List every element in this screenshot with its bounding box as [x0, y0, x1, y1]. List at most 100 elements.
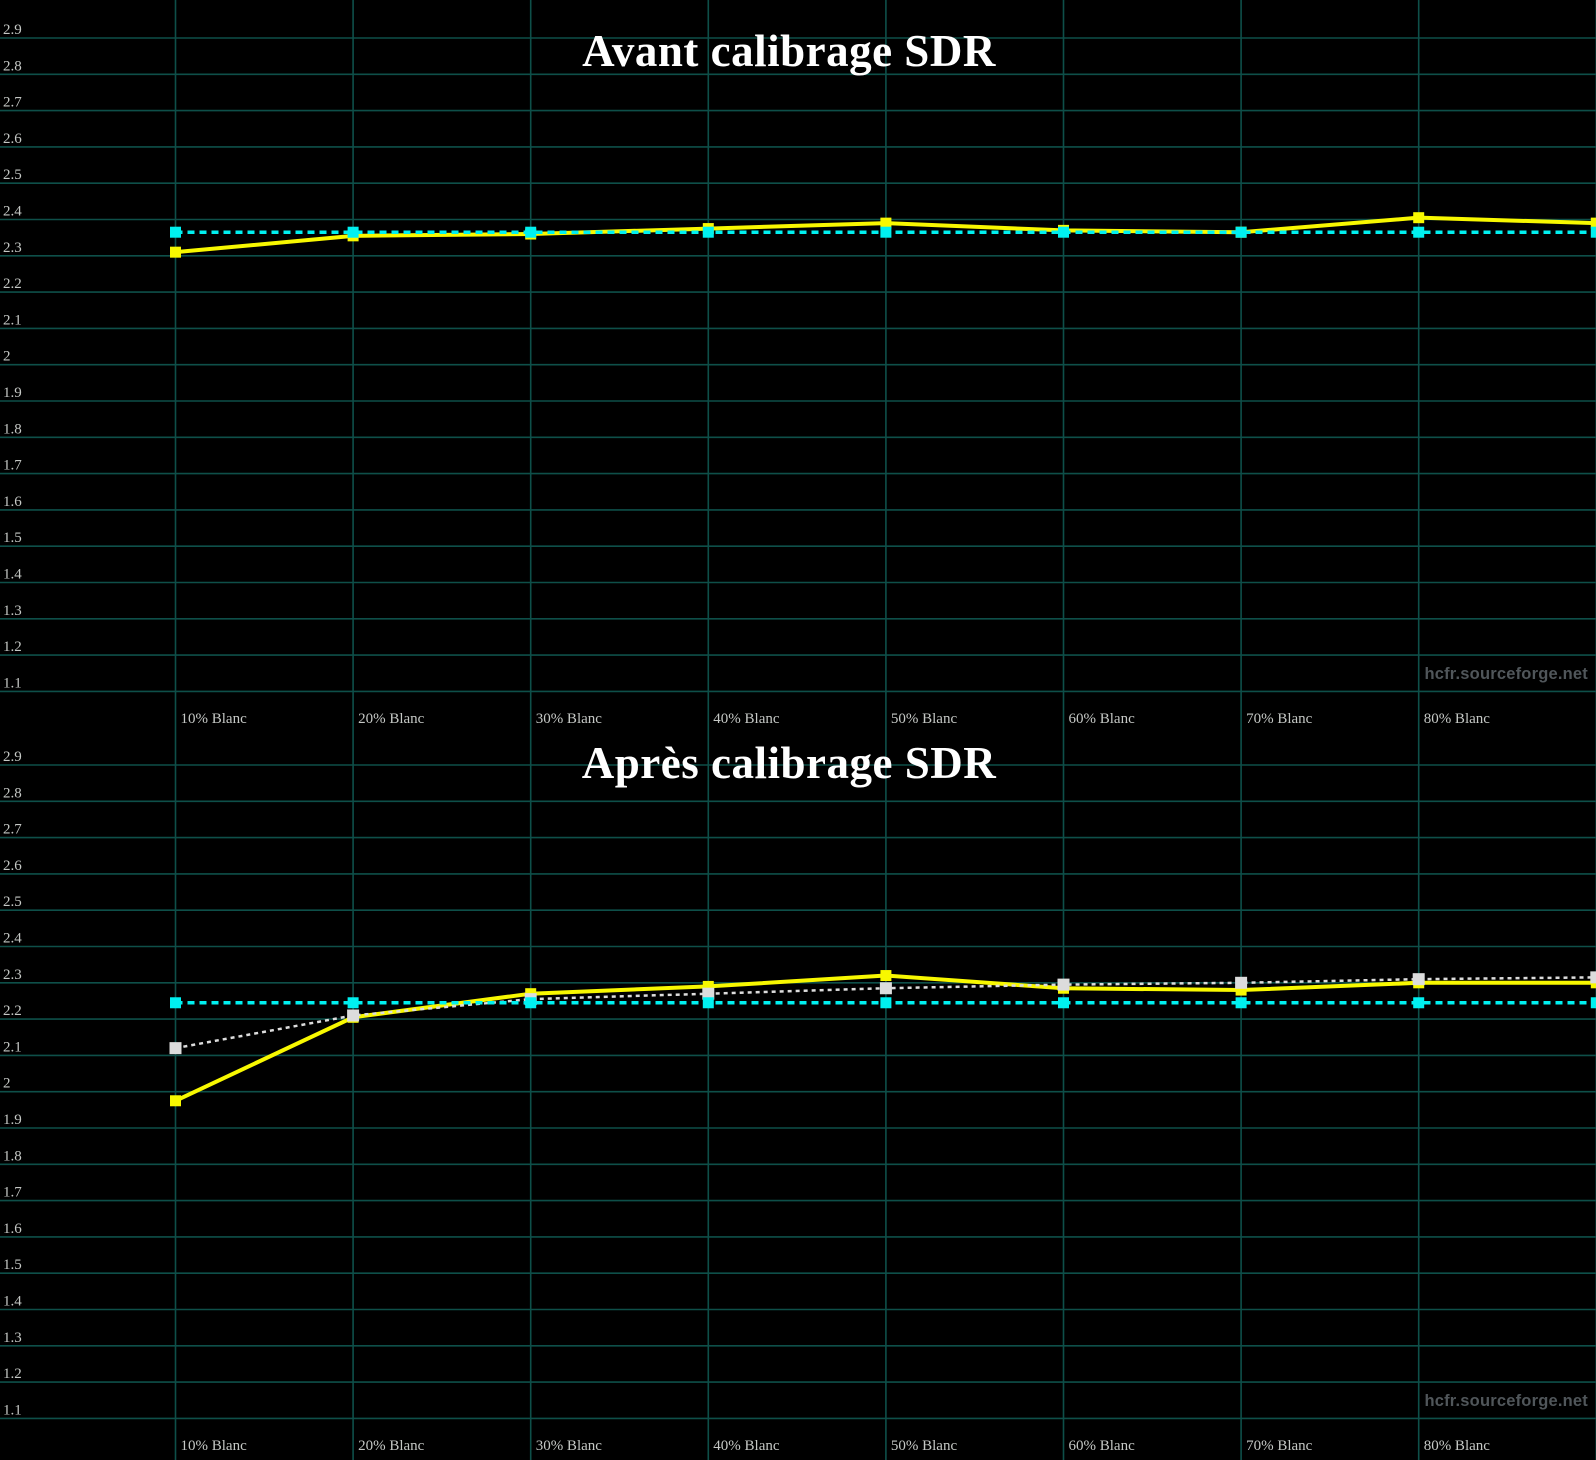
x-axis-label: 60% Blanc: [1069, 711, 1136, 727]
chart-0: 2.9 2.8 2.7 2.6 2.5 2.4 2.3 2.2 2.1 2 1.9 1.8 1.7 1.6…: [0, 22, 1596, 727]
x-axis-label: 10% Blanc: [181, 1438, 248, 1454]
y-tick-label: 1.3: [3, 1330, 22, 1346]
y-tick-label: 1.3: [3, 603, 22, 619]
average-gamma-marker: [702, 987, 715, 1000]
y-tick-label: 1.5: [3, 530, 22, 546]
x-axis-label: 10% Blanc: [181, 711, 248, 727]
chart-1: 2.9 2.8 2.7 2.6 2.5 2.4 2.3 2.2 2.1 2 1.9 1.8 1.7 1.6…: [0, 749, 1596, 1454]
reference-gamma-marker: [1058, 226, 1069, 238]
measured-gamma-marker: [880, 217, 892, 229]
y-tick-label: 1.1: [3, 1402, 22, 1418]
reference-gamma-marker: [1590, 997, 1596, 1009]
reference-gamma-marker: [880, 997, 892, 1009]
series-reference-gamma: [170, 997, 1596, 1009]
measured-gamma-marker: [1235, 984, 1247, 996]
reference-gamma-marker: [702, 997, 714, 1009]
average-gamma-marker: [169, 1042, 182, 1055]
x-axis-label: 20% Blanc: [358, 1438, 425, 1454]
y-tick-label: 1.2: [3, 1366, 22, 1382]
average-gamma-marker: [1057, 978, 1070, 991]
series-average-gamma: [169, 971, 1596, 1055]
y-tick-label: 2: [3, 1076, 11, 1092]
x-axis-labels: 10% Blanc 20% Blanc 30% Blanc 40% Blanc 50% …: [181, 711, 1491, 727]
reference-gamma-marker: [1413, 226, 1425, 238]
average-gamma-marker: [879, 982, 892, 995]
x-axis-label: 80% Blanc: [1424, 1438, 1491, 1454]
y-tick-label: 2.3: [3, 240, 22, 256]
x-axis-label: 50% Blanc: [891, 1438, 958, 1454]
measured-gamma-marker: [170, 1095, 181, 1107]
average-gamma-marker: [1235, 976, 1248, 989]
series-reference-gamma: [170, 226, 1596, 238]
y-tick-label: 2.6: [3, 131, 22, 147]
reference-gamma-marker: [347, 226, 359, 238]
measured-gamma-marker: [170, 246, 181, 258]
y-tick-label: 2.2: [3, 276, 22, 292]
x-axis-label: 70% Blanc: [1246, 1438, 1313, 1454]
measured-gamma-marker: [1590, 217, 1596, 229]
x-axis-label: 30% Blanc: [536, 711, 603, 727]
vertical-gridlines: [174, 0, 1596, 1460]
average-gamma-marker: [1412, 973, 1425, 986]
reference-gamma-marker: [1235, 997, 1247, 1009]
y-tick-label: 2.9: [3, 22, 22, 38]
measured-gamma-marker: [1413, 212, 1425, 224]
y-tick-label: 1.6: [3, 1221, 22, 1237]
y-tick-label: 1.4: [3, 567, 22, 583]
x-axis-label: 20% Blanc: [358, 711, 425, 727]
horizontal-gridlines: 2.9 2.8 2.7 2.6 2.5 2.4 2.3 2.2 2.1 2 1.9 1.8 1.7 1.6…: [0, 749, 1596, 1420]
y-tick-label: 1.9: [3, 385, 22, 401]
reference-gamma-marker: [525, 997, 537, 1009]
x-axis-label: 30% Blanc: [536, 1438, 603, 1454]
y-tick-label: 2.2: [3, 1003, 22, 1019]
horizontal-gridlines: 2.9 2.8 2.7 2.6 2.5 2.4 2.3 2.2 2.1 2 1.9 1.8 1.7 1.6…: [0, 22, 1596, 693]
x-axis-label: 50% Blanc: [891, 711, 958, 727]
y-tick-label: 2.6: [3, 858, 22, 874]
reference-gamma-marker: [1590, 226, 1596, 238]
y-tick-label: 2.3: [3, 967, 22, 983]
y-tick-label: 2.9: [3, 749, 22, 765]
y-tick-label: 2.4: [3, 931, 22, 947]
reference-gamma-marker: [1235, 226, 1247, 238]
y-tick-label: 1.1: [3, 675, 22, 691]
y-tick-label: 2.7: [3, 95, 22, 111]
x-axis-label: 40% Blanc: [713, 711, 780, 727]
x-axis-labels: 10% Blanc 20% Blanc 30% Blanc 40% Blanc 50% …: [181, 1438, 1491, 1454]
y-tick-label: 1.9: [3, 1112, 22, 1128]
x-axis-label: 70% Blanc: [1246, 711, 1313, 727]
y-tick-label: 2.8: [3, 58, 22, 74]
average-gamma-marker: [1590, 971, 1596, 984]
y-tick-label: 2: [3, 349, 11, 365]
y-tick-label: 1.4: [3, 1294, 22, 1310]
y-tick-label: 2.8: [3, 785, 22, 801]
y-tick-label: 2.5: [3, 167, 22, 183]
reference-gamma-marker: [1058, 997, 1069, 1009]
x-axis-label: 60% Blanc: [1069, 1438, 1136, 1454]
measured-gamma-marker: [880, 970, 892, 982]
measured-gamma-marker: [702, 980, 714, 992]
y-tick-label: 1.7: [3, 458, 22, 474]
y-tick-label: 1.8: [3, 421, 22, 437]
y-tick-label: 2.5: [3, 894, 22, 910]
reference-gamma-marker: [880, 226, 892, 238]
reference-gamma-marker: [347, 997, 359, 1009]
y-tick-label: 1.7: [3, 1185, 22, 1201]
y-tick-label: 2.7: [3, 822, 22, 838]
x-axis-label: 80% Blanc: [1424, 711, 1491, 727]
y-tick-label: 1.6: [3, 494, 22, 510]
average-gamma-marker: [347, 1009, 360, 1022]
y-tick-label: 2.4: [3, 204, 22, 220]
reference-gamma-marker: [1413, 997, 1425, 1009]
reference-gamma-marker: [525, 226, 537, 238]
reference-gamma-marker: [170, 226, 181, 238]
x-axis-label: 40% Blanc: [713, 1438, 780, 1454]
y-tick-label: 2.1: [3, 312, 22, 328]
reference-gamma-marker: [170, 997, 181, 1009]
y-tick-label: 1.5: [3, 1257, 22, 1273]
reference-gamma-marker: [702, 226, 714, 238]
y-tick-label: 2.1: [3, 1039, 22, 1055]
y-tick-label: 1.8: [3, 1148, 22, 1164]
y-tick-label: 1.2: [3, 639, 22, 655]
